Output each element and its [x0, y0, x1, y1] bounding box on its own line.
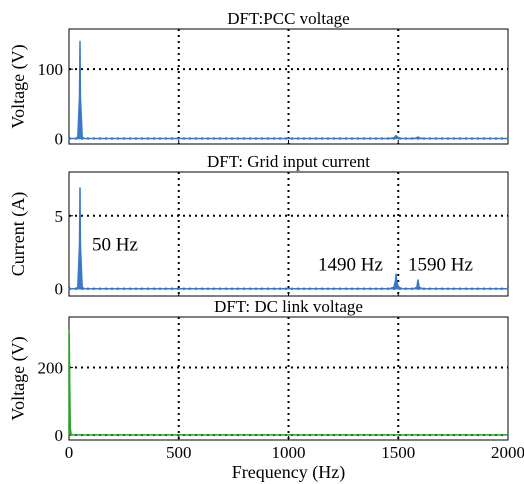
y-tick-label: 0 — [55, 280, 64, 299]
spectrum-series-1 — [68, 329, 509, 436]
y-tick-label: 0 — [55, 426, 64, 445]
x-tick-label: 1500 — [381, 443, 415, 462]
chart-panel-2: 0 5 DFT: Grid input current Current (A) 50 H… — [8, 152, 509, 299]
y-axis-label: Voltage (V) — [8, 336, 29, 420]
peak-annotation: 1590 Hz — [408, 255, 473, 276]
x-tick-label: 500 — [166, 443, 192, 462]
chart-panel-3: 0 500 1000 1500 2000 0 200 DFT: DC link voltage… — [8, 297, 524, 483]
x-tick-label: 2000 — [491, 443, 524, 462]
chart-title: DFT: DC link voltage — [214, 297, 363, 316]
peak-annotation: 1490 Hz — [318, 255, 383, 276]
chart-title: DFT:PCC voltage — [227, 9, 349, 28]
x-tick-label: 1000 — [272, 443, 306, 462]
y-tick-label: 0 — [55, 129, 64, 148]
x-axis-label: Frequency (Hz) — [232, 462, 345, 483]
x-tick-label: 0 — [65, 443, 74, 462]
y-tick-label: 100 — [38, 60, 64, 79]
y-tick-label: 5 — [55, 207, 64, 226]
spectrum-series-1 — [68, 40, 509, 140]
y-tick-label: 200 — [38, 359, 64, 378]
y-axis-label: Voltage (V) — [8, 44, 29, 128]
spectrum-series-1 — [68, 187, 509, 290]
chart-title: DFT: Grid input current — [207, 152, 370, 171]
peak-annotation: 50 Hz — [92, 235, 138, 256]
chart-panel-1: 0 100 DFT:PCC voltage Voltage (V) — [8, 9, 509, 148]
y-axis-label: Current (A) — [8, 192, 29, 276]
